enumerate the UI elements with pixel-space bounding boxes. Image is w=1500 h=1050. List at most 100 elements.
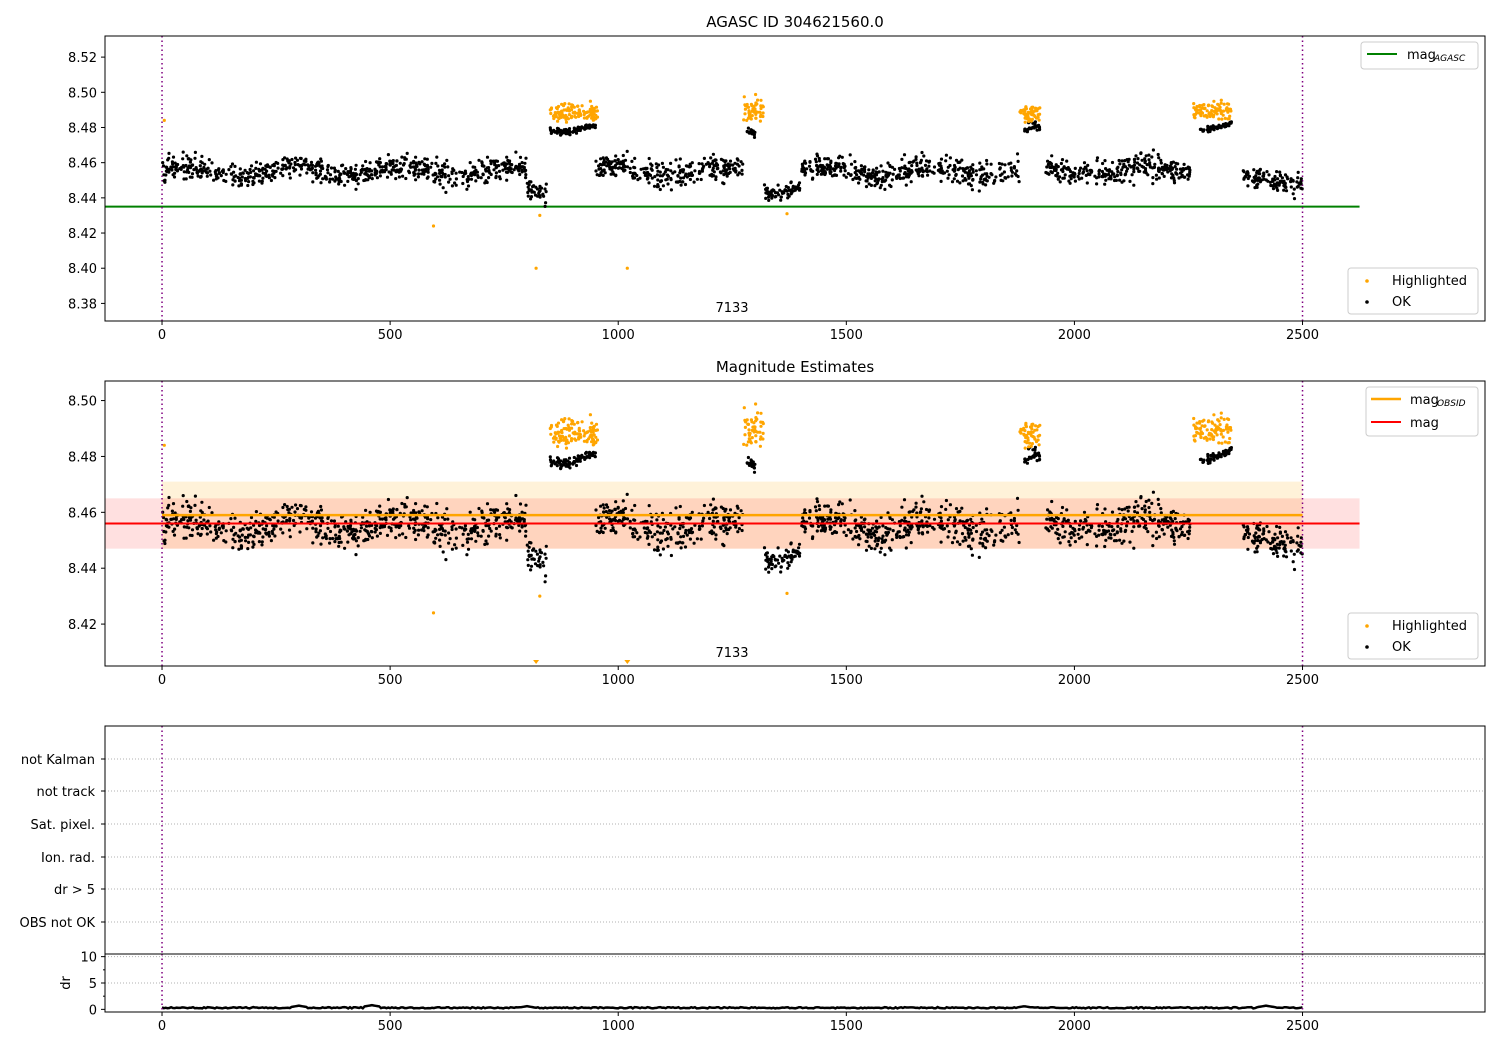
ok-point	[1283, 547, 1287, 551]
ok-point	[851, 537, 855, 541]
highlighted-point	[570, 426, 574, 430]
ok-point	[927, 164, 931, 168]
ok-point	[498, 536, 502, 540]
ok-point	[522, 165, 526, 169]
ok-point	[1199, 127, 1203, 131]
ok-point	[1095, 507, 1099, 511]
ok-point	[768, 557, 772, 561]
ok-point	[797, 542, 802, 546]
ok-point	[918, 524, 922, 528]
ok-point	[354, 179, 358, 183]
ok-point	[249, 515, 254, 520]
ok-point	[1160, 527, 1164, 532]
ok-point	[464, 171, 468, 175]
ok-point	[249, 170, 253, 174]
ok-point	[1113, 533, 1117, 537]
ok-point	[1291, 560, 1295, 564]
ok-point	[358, 529, 362, 533]
ok-point	[1104, 178, 1108, 182]
ok-point	[632, 518, 636, 522]
ok-point	[1168, 516, 1172, 520]
highlighted-point	[1219, 411, 1223, 415]
highlighted-point	[756, 430, 760, 434]
ok-point	[454, 546, 458, 550]
ok-point	[1144, 499, 1148, 504]
ok-point	[1147, 153, 1151, 157]
ok-point	[243, 535, 247, 540]
ok-point	[954, 507, 959, 511]
ok-point	[269, 178, 273, 183]
ok-point	[969, 517, 973, 522]
ok-point	[900, 505, 904, 509]
ok-point	[853, 160, 857, 164]
ok-point	[1060, 505, 1065, 510]
ok-point	[236, 175, 240, 180]
ok-point	[762, 183, 767, 187]
ok-point	[495, 165, 499, 169]
ok-point	[216, 176, 220, 180]
ok-point	[508, 508, 512, 512]
ok-point	[487, 168, 491, 173]
ok-point	[987, 175, 991, 179]
ok-point	[347, 526, 351, 530]
ok-point	[954, 531, 958, 535]
ok-point	[489, 508, 493, 512]
ok-point	[958, 181, 962, 185]
ok-point	[403, 157, 407, 161]
ok-point	[367, 524, 371, 528]
ok-point	[188, 160, 192, 164]
legend-box	[1347, 612, 1479, 660]
ok-point	[964, 538, 968, 542]
highlighted-point	[588, 426, 592, 430]
highlighted-point	[742, 95, 746, 99]
ok-point	[868, 532, 873, 536]
ok-point	[750, 128, 754, 132]
ok-point	[193, 494, 197, 498]
ok-point	[305, 171, 309, 175]
highlighted-point	[590, 421, 594, 425]
ok-point	[167, 167, 171, 171]
ok-point	[414, 502, 418, 506]
ok-point	[205, 527, 209, 531]
ok-point	[1244, 175, 1248, 179]
ok-point	[320, 516, 324, 520]
highlighted-point	[747, 428, 751, 432]
ok-point	[1177, 535, 1181, 539]
ok-point	[239, 538, 243, 542]
ok-point	[916, 172, 920, 176]
highlighted-point	[1221, 428, 1226, 432]
ok-point	[367, 534, 372, 538]
ok-point	[318, 524, 323, 528]
highlighted-point	[567, 102, 571, 106]
ok-point	[454, 183, 458, 187]
ok-point	[342, 525, 346, 529]
ok-point	[866, 535, 870, 539]
y-tick-label: 8.50	[68, 86, 97, 101]
ok-point	[636, 537, 640, 541]
ok-point	[1132, 519, 1136, 523]
ok-point	[328, 180, 332, 184]
highlighted-point	[591, 428, 596, 432]
ok-point	[356, 544, 360, 548]
ok-point	[643, 530, 647, 535]
ok-point	[1163, 517, 1167, 521]
ok-point	[648, 530, 653, 535]
ok-point	[688, 529, 693, 533]
ok-point	[969, 165, 973, 169]
ok-point	[842, 173, 846, 177]
ok-point	[1289, 536, 1293, 540]
magnitude-panel-frame	[104, 380, 1486, 667]
ok-point	[1114, 178, 1118, 182]
ok-point	[446, 165, 450, 169]
ok-point	[1107, 172, 1111, 176]
ok-point	[272, 515, 276, 519]
highlighted-point	[1199, 435, 1203, 440]
highlighted-point	[582, 439, 587, 443]
ok-point	[666, 182, 670, 186]
ok-point	[1146, 173, 1150, 177]
ok-point	[1252, 168, 1256, 172]
ok-point	[886, 161, 890, 165]
highlighted-point	[747, 437, 751, 441]
ok-point	[1136, 504, 1140, 508]
ok-point	[1128, 540, 1132, 544]
